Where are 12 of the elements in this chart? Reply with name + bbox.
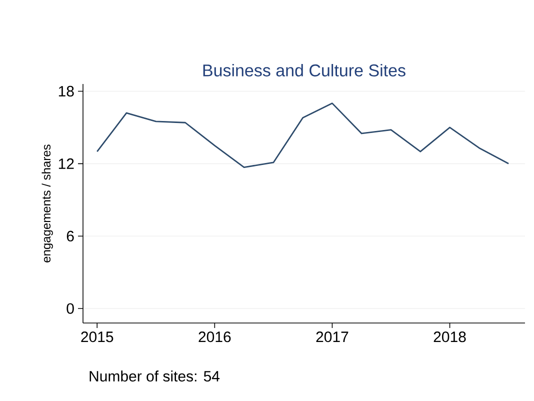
x-tick-label: 2017 (316, 332, 348, 342)
line-series (96, 102, 510, 168)
y-tick-label: 12 (58, 158, 74, 169)
text: Number of sites: 54 (90, 370, 220, 382)
x-tick-label: 2015 (81, 332, 114, 342)
y-tick-label: 18 (58, 86, 74, 97)
y-tick-label: 0 (66, 303, 74, 314)
y-axis-title: engagements / shares (42, 144, 53, 262)
x-tick-label: 2018 (434, 332, 466, 342)
x-tick-label: 2016 (198, 332, 231, 342)
chart-title: Business and Culture Sites (203, 64, 406, 76)
y-tick-label: 6 (66, 230, 74, 242)
